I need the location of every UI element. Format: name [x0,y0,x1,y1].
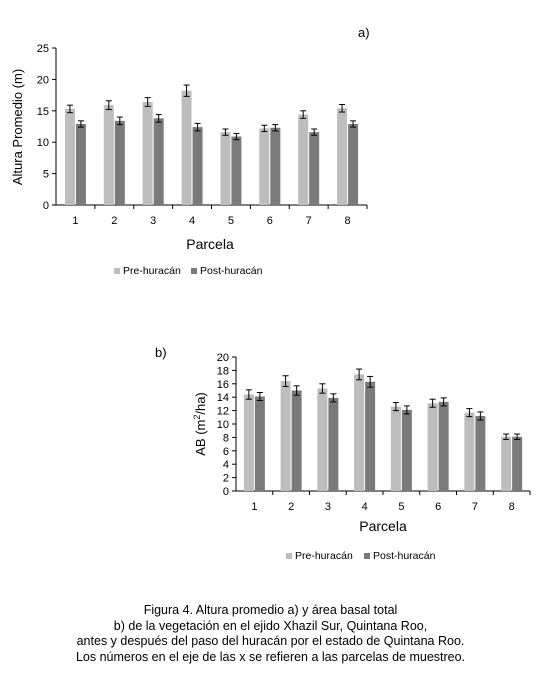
x-tick-label: 3 [325,501,331,513]
y-tick-label: 10 [217,419,229,431]
figure-caption: Figura 4. Altura promedio a) y área basa… [0,603,541,665]
y-tick-label: 18 [217,365,229,377]
bar-post-7 [475,415,486,491]
caption-line-3: antes y después del paso del huracán por… [76,634,465,648]
legend-label-post: Post-huracán [373,550,436,562]
legend-swatch-pre [286,553,292,559]
bar-pre-2 [103,105,114,205]
bar-pre-5 [220,132,231,205]
chart-a: a) Altura Promedio (m) Parcela Pre-hurac… [10,25,370,277]
bar-pre-4 [181,90,192,205]
y-tick-label: 25 [37,43,49,55]
chart-b: b) AB (m2/ha) Parcela Pre-huracán Post-hu… [155,345,531,562]
chart-a-ylabel: Altura Promedio (m) [10,69,25,185]
bar-post-5 [401,409,412,491]
bar-post-4 [365,381,376,491]
y-tick-label: 20 [217,352,229,364]
y-tick-label: 6 [223,446,229,458]
bar-post-1 [75,123,86,205]
bar-post-5 [231,136,242,205]
x-tick-label: 4 [362,501,368,513]
y-tick-label: 20 [37,74,49,86]
y-tick-label: 8 [223,432,229,444]
chart-b-ylabel: AB (m2/ha) [192,392,208,456]
bar-pre-6 [259,128,270,205]
x-tick-label: 8 [509,501,515,513]
x-tick-label: 4 [189,215,195,227]
bar-pre-3 [317,388,328,491]
chart-b-legend: Pre-huracán Post-huracán [286,550,436,562]
bar-post-6 [438,401,449,491]
bar-post-2 [291,390,302,491]
bar-pre-3 [142,102,153,205]
y-tick-label: 2 [223,473,229,485]
legend-label-pre: Pre-huracán [295,550,353,562]
legend-swatch-post [191,268,197,274]
bar-post-2 [114,120,125,205]
bar-pre-7 [298,114,309,205]
x-tick-label: 3 [150,215,156,227]
bar-pre-5 [390,406,401,491]
bar-pre-1 [243,394,254,491]
y-tick-label: 0 [223,486,229,498]
bar-post-3 [153,118,164,205]
figure-canvas: a) Altura Promedio (m) Parcela Pre-hurac… [10,25,531,562]
bar-pre-4 [354,374,365,491]
caption-line-4: Los números en el eje de las x se refier… [75,649,466,664]
bar-post-7 [309,132,320,205]
chart-a-xlabel: Parcela [186,236,234,252]
y-tick-label: 12 [217,406,229,418]
bar-pre-2 [280,381,291,491]
chart-b-ylabel-main: AB (m [193,420,208,456]
chart-b-ylabel-sup: 2 [192,415,202,420]
bar-post-1 [254,396,265,491]
y-tick-label: 15 [37,106,49,118]
legend-label-post: Post-huracán [200,265,263,277]
bar-post-4 [192,127,203,205]
x-tick-label: 2 [111,215,117,227]
bar-pre-6 [427,403,438,491]
y-tick-label: 4 [223,459,229,471]
bar-post-6 [270,127,281,205]
legend-swatch-pre [114,268,120,274]
bar-pre-8 [337,108,348,205]
x-tick-label: 7 [472,501,478,513]
x-tick-label: 5 [228,215,234,227]
chart-b-ylabel-tail: /ha) [193,392,208,414]
x-tick-label: 2 [288,501,294,513]
bar-post-3 [328,397,339,491]
caption-line-2: b) de la vegetación en el ejido Xhazil S… [113,618,428,633]
chart-a-panel-label: a) [358,25,370,40]
chart-a-legend: Pre-huracán Post-huracán [114,265,263,277]
x-tick-label: 6 [267,215,273,227]
legend-swatch-post [364,553,370,559]
x-tick-label: 6 [435,501,441,513]
legend-label-pre: Pre-huracán [123,265,181,277]
x-tick-label: 7 [306,215,312,227]
x-tick-label: 8 [345,215,351,227]
y-tick-label: 14 [217,392,229,404]
bar-post-8 [512,436,523,491]
bar-pre-7 [464,412,475,491]
chart-b-panel-label: b) [155,345,167,360]
y-tick-label: 5 [43,169,49,181]
y-tick-label: 16 [217,379,229,391]
x-tick-label: 1 [72,215,78,227]
chart-b-xlabel: Parcela [359,518,407,534]
bar-pre-8 [501,436,512,491]
x-tick-label: 5 [398,501,404,513]
x-tick-label: 1 [251,501,257,513]
y-tick-label: 0 [43,200,49,212]
caption-line-1: Figura 4. Altura promedio a) y área basa… [143,603,398,617]
y-tick-label: 10 [37,137,49,149]
bar-pre-1 [64,108,75,205]
bar-post-8 [348,123,359,205]
